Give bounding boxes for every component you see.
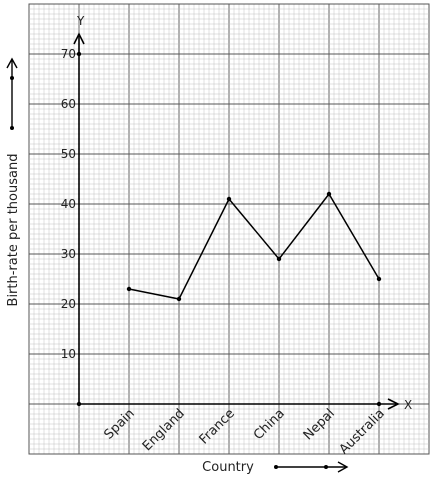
y-tick-labels: 10 20 30 40 50 60 70 [61,47,76,361]
origin-point [76,401,82,407]
x-axis-end-point [376,401,382,407]
y-axis-arrowhead [73,32,85,45]
y-axis-letter: Y [76,14,85,28]
data-point [176,296,182,302]
data-point [376,276,382,282]
category-label: Spain [102,406,138,442]
category-label: France [197,406,238,447]
x-direction-arrow-icon [274,461,349,473]
series-polyline [128,192,380,300]
y-direction-arrow-icon [6,57,18,130]
data-point [326,191,332,197]
grid [28,3,430,455]
y-axis-label: Birth-rate per thousand [6,154,21,307]
y-tick-label: 10 [61,347,76,361]
y-tick-label: 60 [61,97,76,111]
y-tick-label: 50 [61,147,76,161]
category-label: Nepal [301,406,338,443]
axes [73,32,400,410]
x-axis-label: Country [202,460,254,475]
y-tick-label: 40 [61,197,76,211]
category-label: China [251,406,288,443]
y-tick-label: 70 [61,47,76,61]
x-axis-arrowhead [387,398,400,410]
y-tick-label: 20 [61,297,76,311]
data-point [226,196,232,202]
data-point [276,256,282,262]
data-point [126,286,132,292]
series-line [126,191,382,302]
y-tick-label: 30 [61,247,76,261]
y-axis-end-point [76,51,82,57]
x-axis-letter: X [404,398,412,412]
